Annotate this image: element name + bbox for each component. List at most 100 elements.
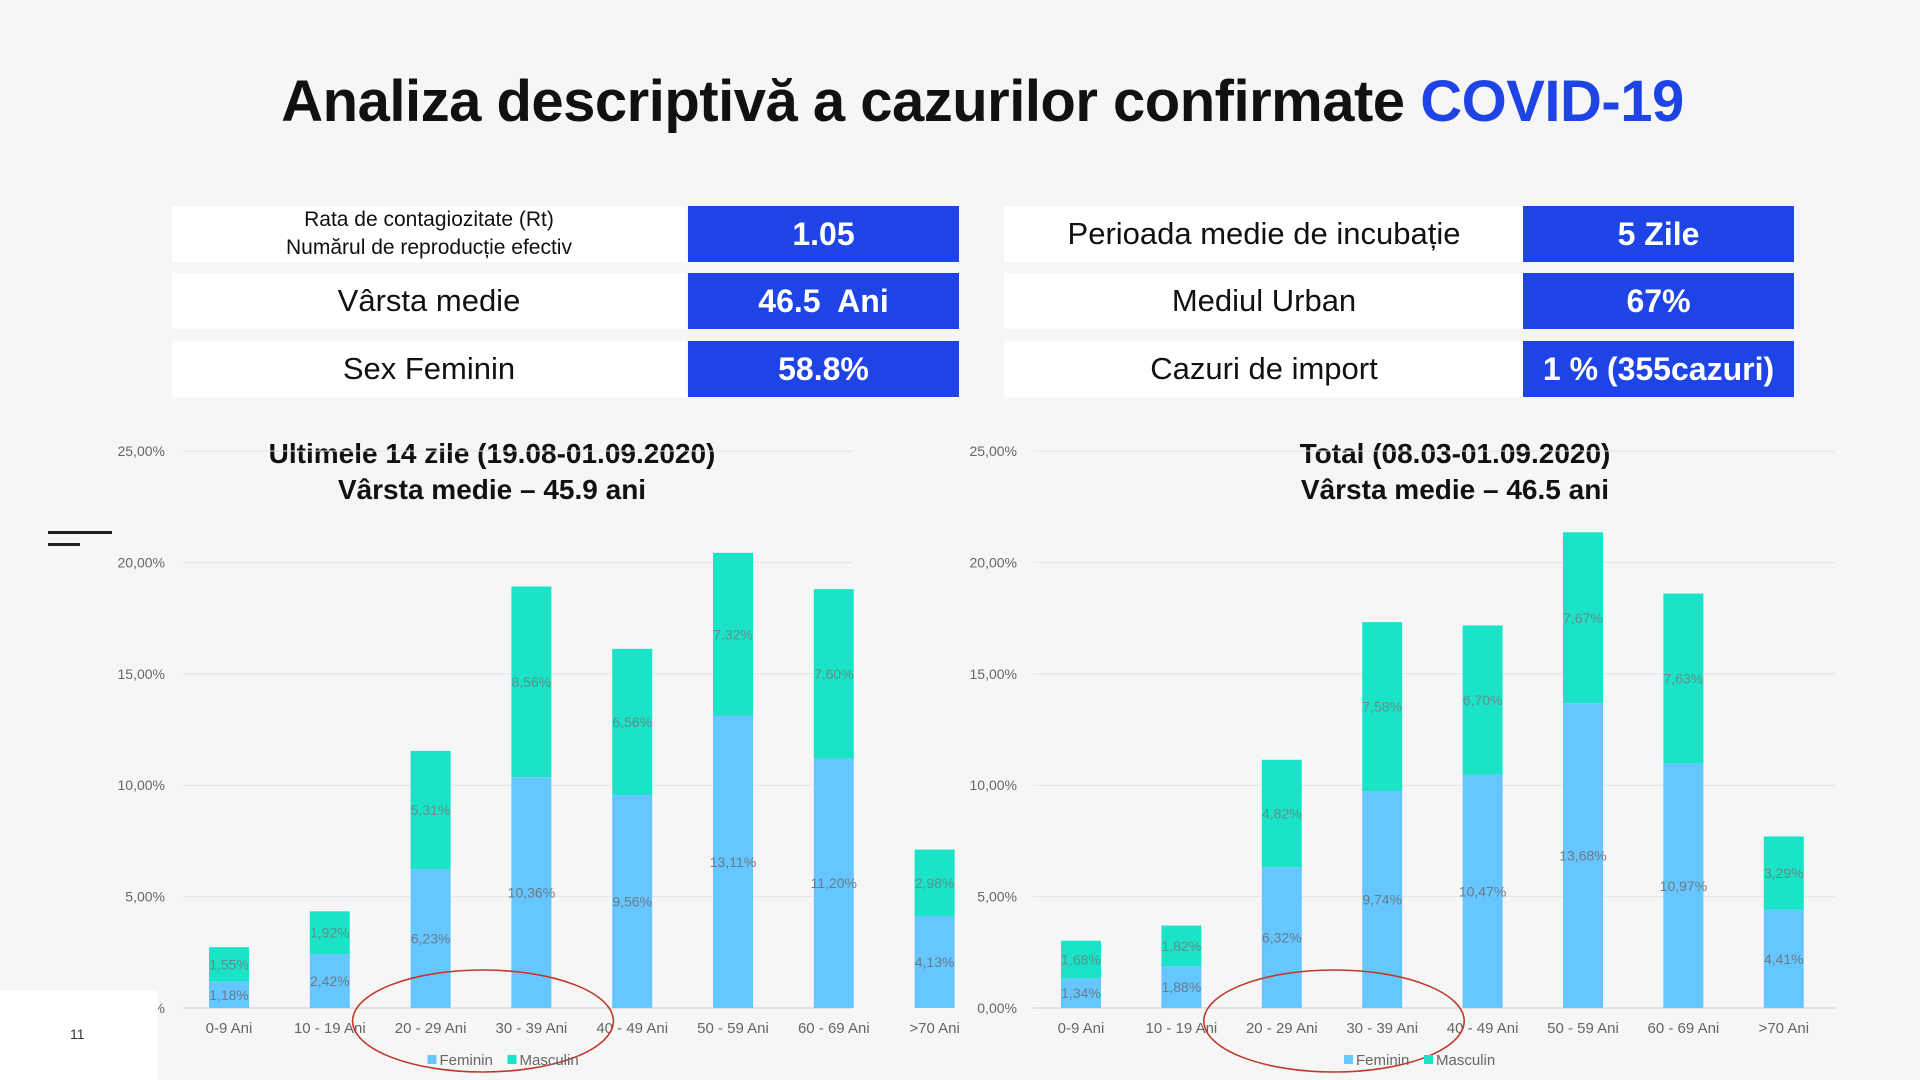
- x-tick-label: 0-9 Ani: [206, 1020, 253, 1037]
- stat-value-import: 1 % (355cazuri): [1523, 341, 1794, 397]
- x-tick-label: 40 - 49 Ani: [596, 1020, 668, 1037]
- bar-feminin: [813, 758, 854, 1008]
- data-label-feminin: 9,56%: [612, 894, 652, 910]
- bar-masculin: [914, 849, 955, 916]
- bar-feminin: [1161, 966, 1202, 1008]
- stat-label-age: Vârsta medie: [172, 273, 686, 329]
- legend-swatch-feminin: [1344, 1055, 1353, 1064]
- x-tick-label: 20 - 29 Ani: [395, 1020, 467, 1037]
- data-label-feminin: 11,20%: [811, 875, 857, 891]
- bar-masculin: [813, 589, 854, 759]
- x-tick-label: >70 Ani: [909, 1020, 959, 1037]
- bar-masculin: [209, 947, 249, 982]
- y-tick-label: 10,00%: [118, 777, 165, 793]
- data-label-masculin: 1,82%: [1162, 938, 1202, 954]
- legend-label-feminin: Feminin: [440, 1052, 493, 1069]
- decorative-dash-short: [48, 543, 80, 546]
- stat-value-female: 58.8%: [688, 341, 959, 397]
- stat-label-female: Sex Feminin: [172, 341, 686, 397]
- data-label-feminin: 10,36%: [508, 885, 555, 901]
- data-label-masculin: 8,56%: [512, 674, 552, 690]
- data-label-feminin: 6,32%: [1262, 930, 1302, 946]
- bar-masculin: [1362, 622, 1403, 791]
- bar-feminin: [713, 715, 753, 1008]
- x-tick-label: 10 - 19 Ani: [294, 1020, 366, 1037]
- title-main: Analiza descriptivă a cazurilor confirma…: [281, 69, 1405, 134]
- decorative-dash-long: [48, 531, 112, 534]
- data-label-feminin: 13,11%: [710, 854, 756, 870]
- title-accent: COVID-19: [1420, 69, 1684, 134]
- bar-masculin: [1161, 925, 1202, 967]
- x-tick-label: 20 - 29 Ani: [1246, 1020, 1318, 1037]
- data-label-masculin: 6,70%: [1463, 692, 1503, 708]
- data-label-masculin: 7,32%: [713, 626, 753, 642]
- data-label-masculin: 6,56%: [612, 714, 652, 730]
- charts-canvas: 0,00% 5,00% 10,00% 15,00% 20,00% 25,00% 1,18% 1…: [118, 443, 1835, 1073]
- x-tick-label: 30 - 39 Ani: [496, 1020, 568, 1037]
- highlight-circle: [1203, 969, 1466, 1073]
- bar-feminin: [1663, 763, 1704, 1008]
- x-tick-label: 30 - 39 Ani: [1346, 1020, 1418, 1037]
- bar-masculin: [309, 911, 350, 955]
- bar-feminin: [612, 795, 653, 1008]
- x-tick-label: 50 - 59 Ani: [1547, 1020, 1619, 1037]
- bar-feminin: [1763, 909, 1804, 1008]
- highlight-circle: [351, 969, 615, 1073]
- page-title: Analiza descriptivă a cazurilor confirma…: [0, 68, 1920, 135]
- data-label-masculin: 2,98%: [915, 875, 955, 891]
- bar-masculin: [1061, 940, 1101, 979]
- x-tick-label: 10 - 19 Ani: [1146, 1020, 1218, 1037]
- data-label-masculin: 1,68%: [1061, 951, 1101, 967]
- stat-label-urban: Mediul Urban: [1004, 273, 1524, 329]
- x-tick-label: 40 - 49 Ani: [1447, 1020, 1519, 1037]
- y-tick-label: 5,00%: [125, 889, 165, 905]
- legend-swatch-masculin: [1424, 1055, 1433, 1064]
- x-tick-label: >70 Ani: [1759, 1020, 1809, 1037]
- stat-value-incubation: 5 Zile: [1523, 206, 1794, 262]
- data-label-feminin: 4,41%: [1764, 951, 1804, 967]
- bar-masculin: [612, 648, 653, 796]
- data-label-feminin: 1,18%: [209, 987, 249, 1003]
- data-label-feminin: 1,88%: [1162, 979, 1202, 995]
- bar-masculin: [1763, 836, 1804, 910]
- y-tick-label: 20,00%: [118, 554, 165, 570]
- chart-title-last14-line2: Vârsta medie – 45.9 ani: [337, 474, 647, 505]
- data-label-feminin: 1,34%: [1061, 985, 1101, 1001]
- legend-label-masculin: Masculin: [520, 1052, 579, 1069]
- bar-masculin: [1261, 759, 1302, 868]
- data-label-feminin: 4,13%: [915, 954, 955, 970]
- bar-masculin: [1462, 625, 1503, 775]
- x-tick-label: 50 - 59 Ani: [697, 1020, 769, 1037]
- data-label-masculin: 3,29%: [1764, 865, 1804, 881]
- data-label-masculin: 1,92%: [310, 925, 350, 941]
- stat-label-incubation: Perioada medie de incubație: [1004, 206, 1524, 262]
- bar-feminin: [410, 869, 451, 1008]
- stat-value-rt: 1.05: [688, 206, 959, 262]
- data-label-feminin: 10,97%: [1660, 878, 1707, 894]
- chart-title-last14-line1: Ultimele 14 zile (19.08-01.09.2020): [268, 438, 716, 469]
- page-number: 11: [70, 1026, 85, 1042]
- bar-feminin: [1563, 703, 1603, 1008]
- page-corner: [0, 990, 158, 1080]
- bar-feminin: [209, 981, 249, 1008]
- data-label-masculin: 4,82%: [1262, 805, 1302, 821]
- y-tick-label: 25,00%: [118, 443, 165, 459]
- data-label-feminin: 2,42%: [310, 973, 350, 989]
- bar-feminin: [511, 777, 552, 1008]
- data-label-feminin: 9,74%: [1362, 891, 1402, 907]
- stat-label-rt-line1: Rata de contagiozitate (Rt): [304, 208, 554, 231]
- bar-masculin: [1663, 593, 1704, 764]
- y-tick-label: 15,00%: [118, 666, 165, 682]
- x-tick-label: 60 - 69 Ani: [798, 1020, 870, 1037]
- data-label-feminin: 6,23%: [411, 931, 451, 947]
- bar-masculin: [713, 552, 753, 716]
- stat-label-rt: Rata de contagiozitate (Rt) Numărul de r…: [172, 206, 686, 262]
- bar-masculin: [410, 750, 451, 870]
- legend-swatch-masculin: [507, 1055, 517, 1064]
- stat-label-rt-line2: Numărul de reproducție efectiv: [286, 236, 572, 259]
- data-label-masculin: 1,55%: [209, 956, 249, 972]
- x-tick-label: 60 - 69 Ani: [1648, 1020, 1720, 1037]
- bar-feminin: [914, 915, 955, 1008]
- data-label-masculin: 7,67%: [1563, 610, 1603, 626]
- y-tick-label: 0,00%: [977, 1000, 1017, 1016]
